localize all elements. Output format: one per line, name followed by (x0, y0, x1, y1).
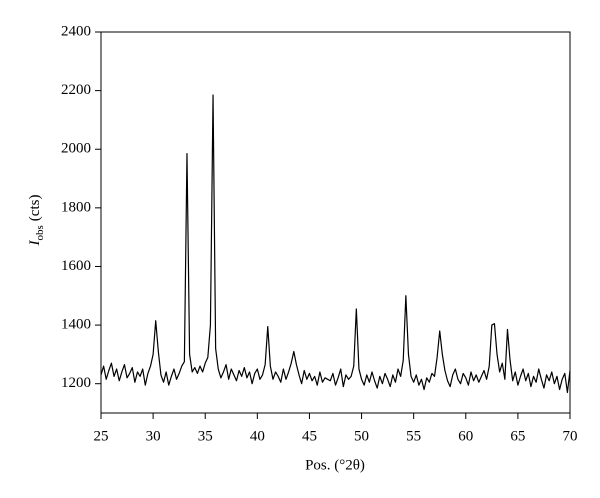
x-tick-label: 25 (94, 428, 109, 444)
y-tick-label: 1400 (61, 317, 91, 333)
x-axis-label: Pos. (°2θ) (305, 457, 365, 473)
x-tick-label: 45 (302, 428, 317, 444)
x-tick-label: 65 (510, 428, 525, 444)
x-tick-label: 70 (563, 428, 578, 444)
x-tick-label: 60 (458, 428, 473, 444)
x-tick-label: 30 (146, 428, 161, 444)
y-label-subscript: obs (34, 225, 46, 240)
y-tick-label: 1600 (61, 258, 91, 274)
x-tick-label: 35 (198, 428, 213, 444)
y-tick-label: 1200 (61, 375, 91, 391)
y-tick-label: 2000 (61, 141, 91, 157)
y-tick-label: 1800 (61, 199, 91, 215)
data-line (100, 94, 571, 394)
y-tick-label: 2400 (61, 23, 91, 39)
x-tick-label: 50 (354, 428, 369, 444)
y-label-unit: (cts) (27, 195, 43, 222)
y-label-symbol: I (27, 239, 43, 246)
y-tick-label: 2200 (61, 82, 91, 98)
x-tick-label: 55 (406, 428, 421, 444)
y-axis-label: Iobs (cts) (27, 195, 45, 247)
plot-frame (100, 31, 571, 414)
x-tick-label: 40 (250, 428, 265, 444)
